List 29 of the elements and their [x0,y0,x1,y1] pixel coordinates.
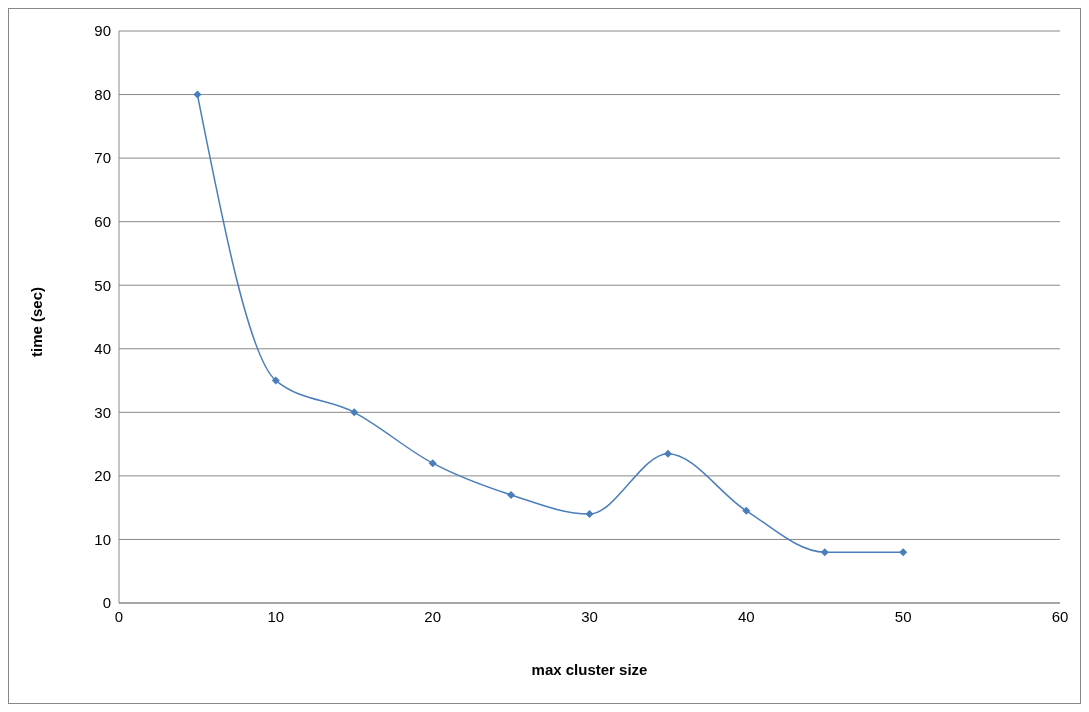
point [899,548,908,557]
y-tick-label: 80 [94,85,111,103]
y-tick-label: 20 [94,467,111,485]
point [428,459,437,468]
x-tick-label: 40 [737,607,755,625]
y-tick-label: 70 [94,149,111,167]
point [507,490,516,499]
x-tick-label: 60 [1051,607,1069,625]
y-tick-label: 90 [94,22,111,40]
point [271,376,280,385]
y-tick-label: 40 [94,340,111,358]
point [820,548,829,557]
x-axis-title: max cluster size [531,661,648,678]
point [350,408,359,417]
y-axis-title: time (sec) [28,286,46,357]
x-tick-label: 20 [424,607,442,625]
point [742,506,751,515]
point [585,510,594,519]
y-tick-label: 50 [94,276,111,294]
y-tick-label: 60 [94,212,111,230]
x-tick-label: 0 [114,607,124,625]
x-tick-label: 50 [894,607,912,625]
point [663,449,672,458]
x-tick-label: 10 [267,607,285,625]
point [193,90,202,99]
y-tick-label: 30 [94,403,111,421]
x-tick-label: 30 [581,607,598,625]
y-tick-label: 0 [102,594,111,612]
y-tick-label: 10 [94,530,111,548]
